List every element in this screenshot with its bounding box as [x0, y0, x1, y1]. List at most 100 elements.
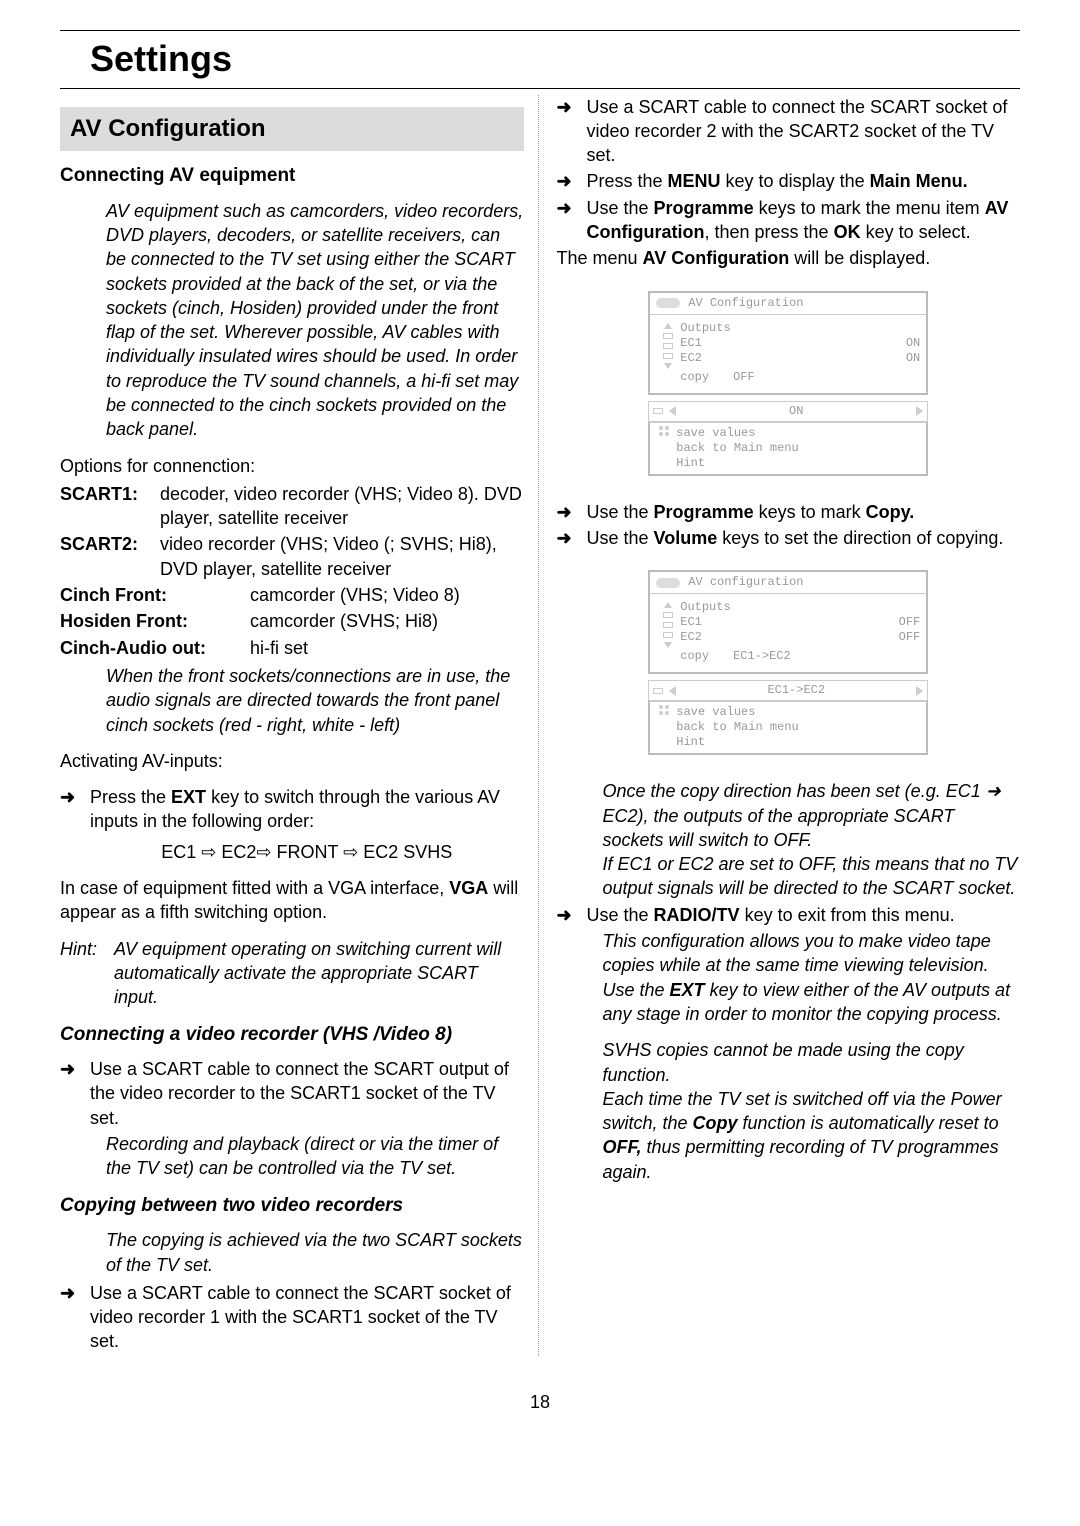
t: Copy. [866, 502, 915, 522]
step-mark-copy-body: Use the Programme keys to mark Copy. [587, 500, 1021, 524]
box-icon [663, 622, 673, 628]
t: , then press the [704, 222, 833, 242]
step-mark-copy: ➜ Use the Programme keys to mark Copy. [557, 500, 1021, 524]
t: OFF [899, 615, 921, 630]
step-press-ext: ➜ Press the EXT key to switch through th… [60, 785, 524, 874]
option-cinch-audio-out: Cinch-Audio out: hi-fi set [60, 636, 524, 660]
box-icon [663, 343, 673, 349]
arrow-icon: ➜ [557, 95, 587, 168]
reset-note: Each time the TV set is switched off via… [557, 1087, 1021, 1184]
hosiden-front-value: camcorder (SVHS; Hi8) [250, 609, 524, 633]
t: OFF [899, 630, 921, 645]
t: key to select. [861, 222, 971, 242]
step-use-volume-body: Use the Volume keys to set the direction… [587, 526, 1021, 550]
arrow-icon: ➜ [557, 500, 587, 524]
cinch-front-label: Cinch Front: [60, 583, 250, 607]
right-arrow-icon [916, 406, 923, 416]
menu1-outputs: Outputs [680, 321, 920, 336]
t: back to Main menu [676, 720, 924, 735]
t: key to exit from this menu. [740, 905, 955, 925]
t: copy [680, 649, 709, 664]
step-scart-output-body: Use a SCART cable to connect the SCART o… [90, 1057, 524, 1130]
arrow-icon: ➜ [60, 785, 90, 874]
t: Hint [676, 735, 924, 750]
option-hosiden-front: Hosiden Front: camcorder (SVHS; Hi8) [60, 609, 524, 633]
step-connect-vr1: ➜ Use a SCART cable to connect the SCART… [60, 1281, 524, 1354]
t: Press the [90, 787, 171, 807]
scart2-value: video recorder (VHS; Video (; SVHS; Hi8)… [160, 532, 524, 581]
t: Main Menu. [870, 171, 968, 191]
hosiden-front-label: Hosiden Front: [60, 609, 250, 633]
front-sockets-note: When the front sockets/connections are i… [60, 664, 524, 737]
heading-connecting-recorder: Connecting a video recorder (VHS /Video … [60, 1022, 524, 1048]
t: Use the [603, 980, 670, 1000]
t: Use the [587, 198, 654, 218]
t: copy [680, 370, 709, 385]
step-connect-vr1-body: Use a SCART cable to connect the SCART s… [90, 1281, 524, 1354]
hint-row: Hint: AV equipment operating on switchin… [60, 937, 524, 1010]
up-icon [664, 323, 672, 329]
t: Hint [676, 456, 924, 471]
recorder-note: Recording and playback (direct or via th… [60, 1132, 524, 1181]
t: EC1 [680, 615, 702, 630]
t: Programme [654, 502, 754, 522]
step-press-menu-body: Press the MENU key to display the Main M… [587, 169, 1021, 193]
step-use-programme: ➜ Use the Programme keys to mark the men… [557, 196, 1021, 245]
arrow-icon: ➜ [557, 903, 587, 927]
t: EC1->EC2 [733, 649, 791, 664]
t: keys to mark the menu item [759, 198, 985, 218]
left-arrow-icon [669, 406, 676, 416]
once-copy-note-1: Once the copy direction has been set (e.… [557, 779, 1021, 852]
arrow-icon: ➜ [60, 1281, 90, 1354]
page-number: 18 [60, 1390, 1020, 1414]
box-icon [663, 612, 673, 618]
heading-connecting-av: Connecting AV equipment [60, 163, 524, 189]
t: key to display the [721, 171, 870, 191]
menu2-bar: EC1->EC2 [676, 683, 916, 698]
box-icon [663, 333, 673, 339]
t: function is automatically reset to [738, 1113, 999, 1133]
right-arrow-icon [916, 686, 923, 696]
t: thus permitting recording of TV programm… [603, 1137, 999, 1181]
copy-note: The copying is achieved via the two SCAR… [60, 1228, 524, 1277]
down-icon [664, 363, 672, 369]
option-scart2: SCART2: video recorder (VHS; Video (; SV… [60, 532, 524, 581]
t: OK [834, 222, 861, 242]
t: save values [676, 426, 924, 441]
step-press-ext-body: Press the EXT key to switch through the … [90, 785, 524, 874]
t: Use the [587, 502, 654, 522]
menu2-title: AV configuration [688, 575, 803, 590]
box-icon [653, 408, 663, 414]
step-connect-vr2: ➜ Use a SCART cable to connect the SCART… [557, 95, 1021, 168]
t: keys to mark [754, 502, 866, 522]
t: will be displayed. [789, 248, 930, 268]
t: EC2 [680, 630, 702, 645]
menu-screenshot-1: AV Configuration Outputs EC1ON EC2ON cop… [648, 291, 928, 476]
t: Use the [587, 905, 654, 925]
scart1-value: decoder, video recorder (VHS; Video 8). … [160, 482, 524, 531]
box-icon [663, 353, 673, 359]
cinch-front-value: camcorder (VHS; Video 8) [250, 583, 524, 607]
step-scart-output: ➜ Use a SCART cable to connect the SCART… [60, 1057, 524, 1130]
arrow-icon: ➜ [60, 1057, 90, 1130]
t: EC2 [680, 351, 702, 366]
menu-logo-icon [656, 578, 680, 588]
vga-note: In case of equipment fitted with a VGA i… [60, 876, 524, 925]
t: Programme [654, 198, 759, 218]
t: OFF [733, 370, 755, 385]
t: RADIO/TV [654, 905, 740, 925]
t: The menu [557, 248, 643, 268]
page-title: Settings [60, 30, 1020, 89]
t: ON [906, 336, 920, 351]
up-icon [664, 602, 672, 608]
ext-key: EXT [171, 787, 206, 807]
two-column-layout: AV Configuration Connecting AV equipment… [60, 95, 1020, 1356]
menu1-bar: ON [676, 404, 916, 419]
t: In case of equipment fitted with a VGA i… [60, 878, 449, 898]
menu1-title: AV Configuration [688, 296, 803, 311]
step-use-volume: ➜ Use the Volume keys to set the directi… [557, 526, 1021, 550]
scart1-label: SCART1: [60, 482, 160, 531]
left-arrow-icon [669, 686, 676, 696]
step-radio-tv: ➜ Use the RADIO/TV key to exit from this… [557, 903, 1021, 927]
t: Volume [654, 528, 718, 548]
